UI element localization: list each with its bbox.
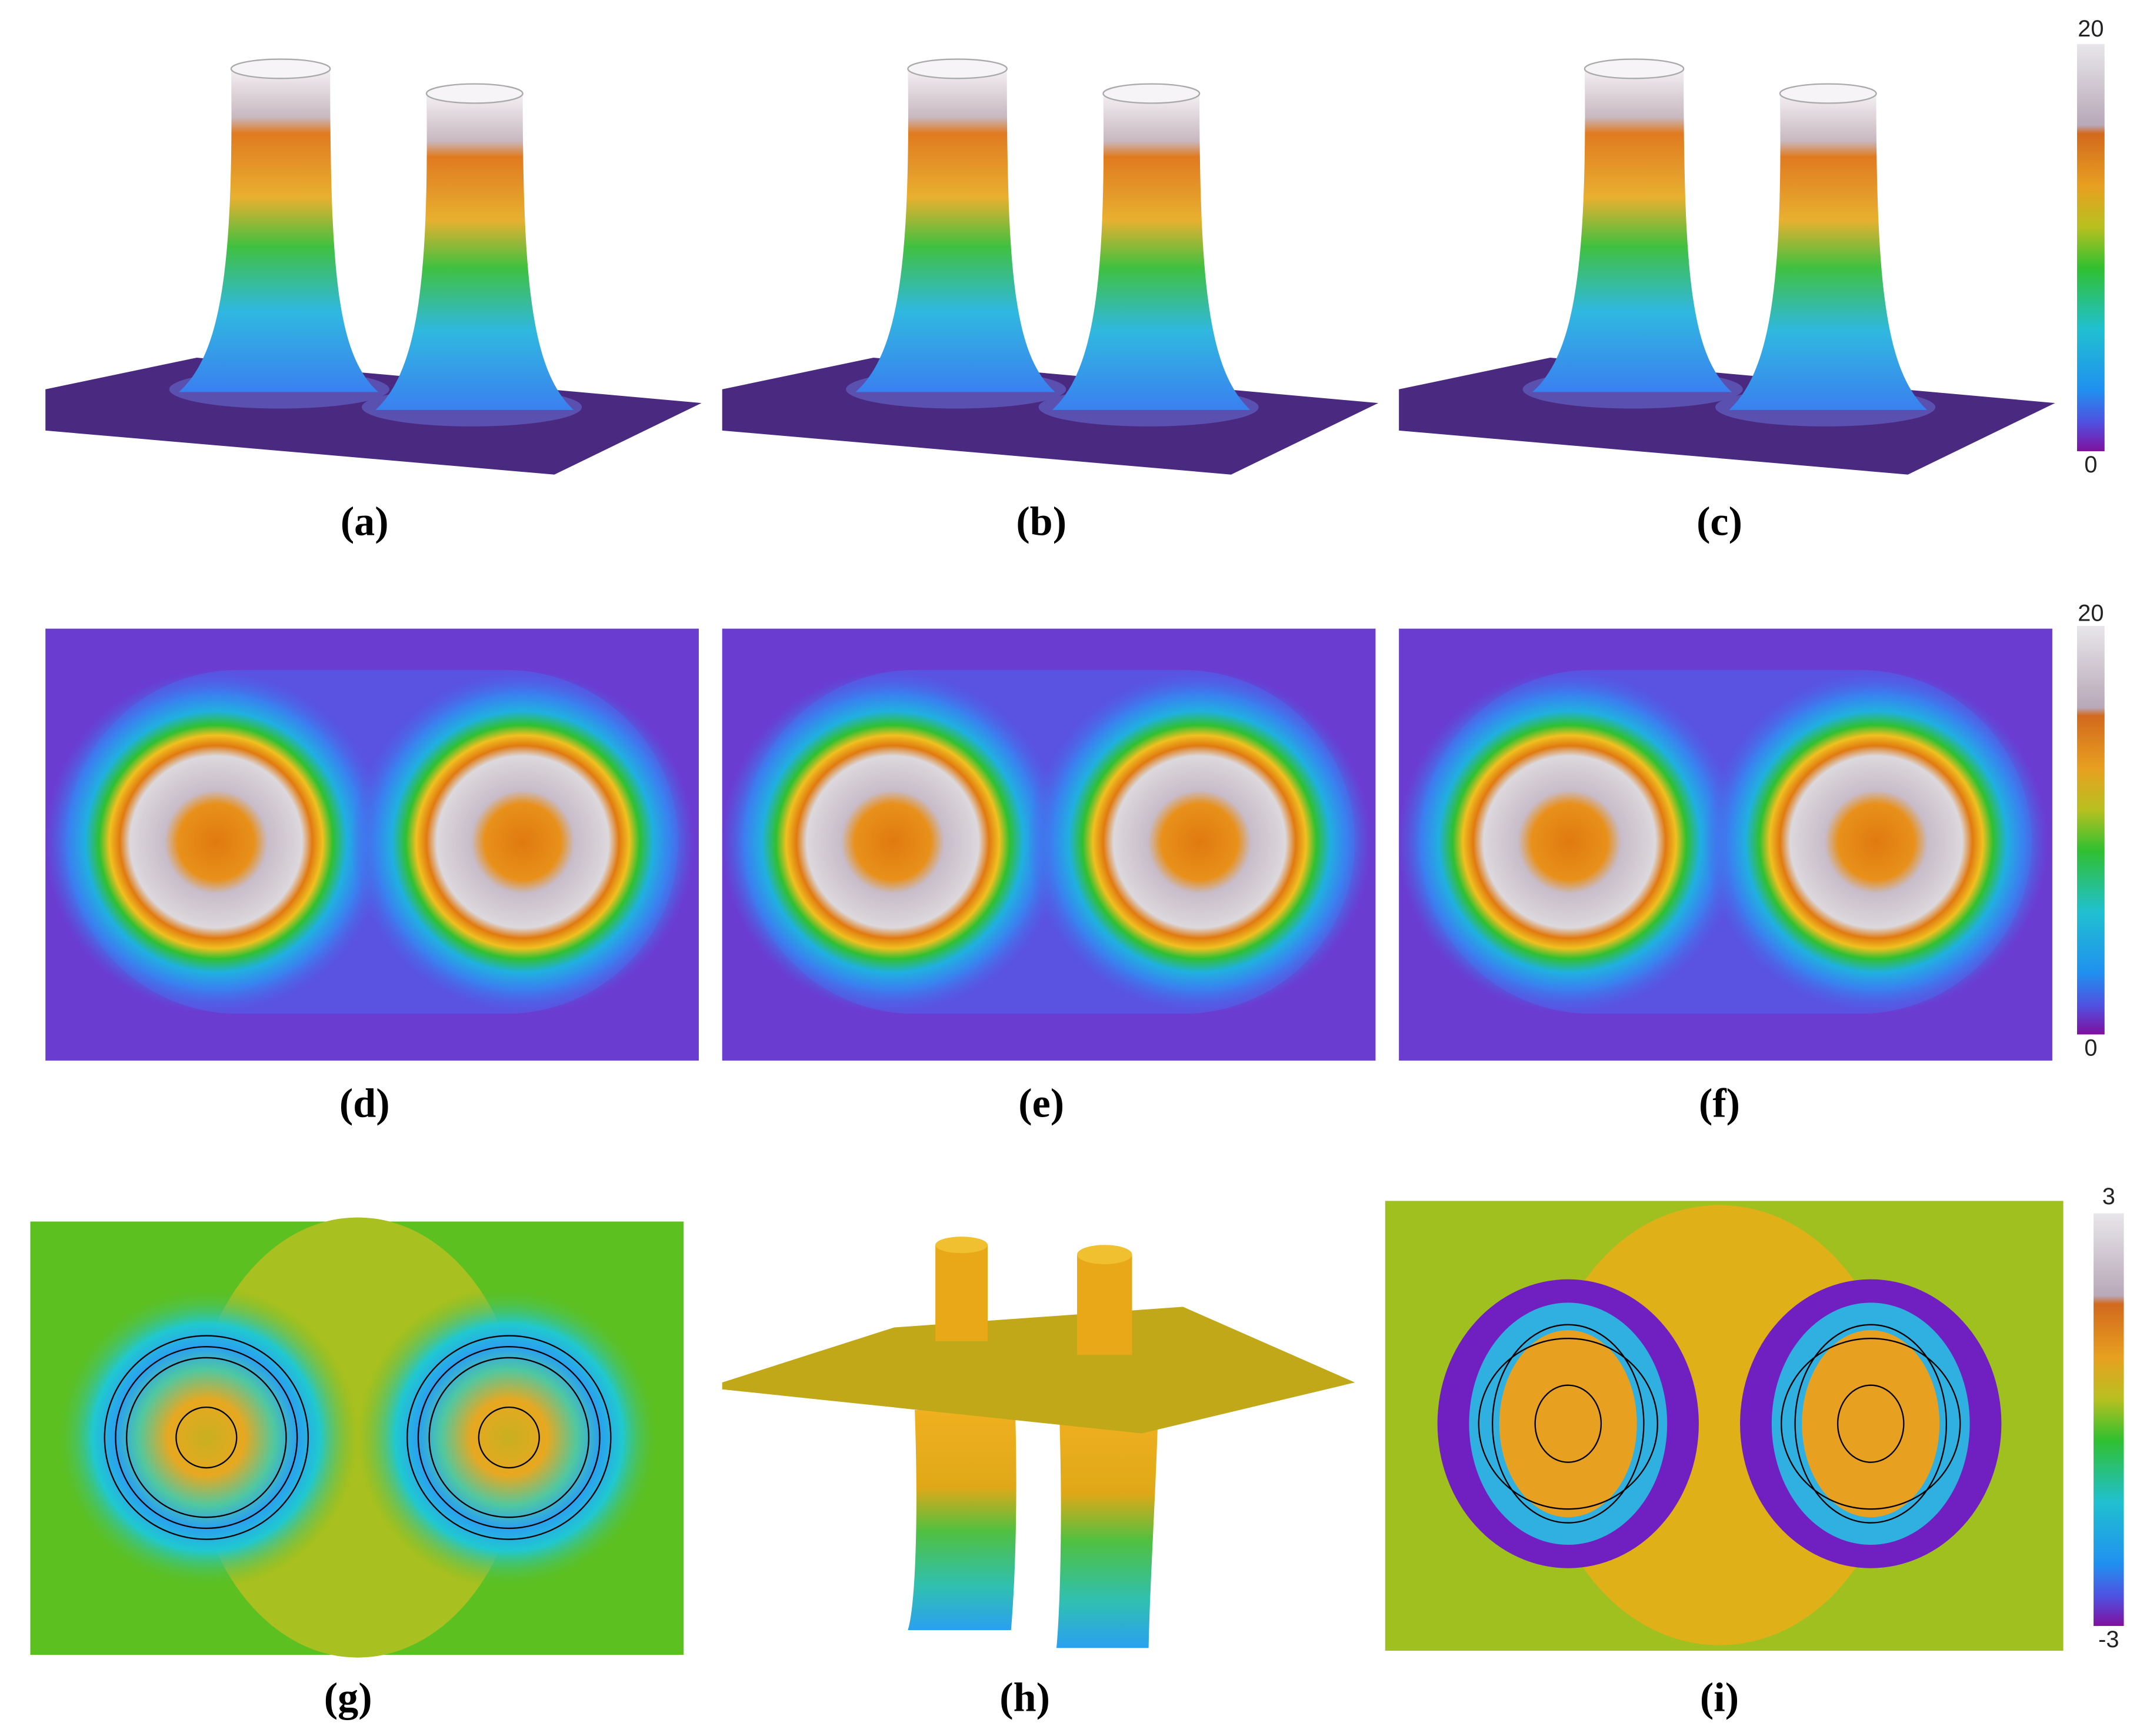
surface-panel-h [722,1237,1355,1648]
panel-label: (g) [324,1675,372,1721]
heatmap-panel [721,628,1376,1061]
surface-panel [721,58,1379,475]
panel-label: (h) [999,1675,1050,1721]
surface-panel [1398,58,2056,475]
heatmap-panel [1397,628,2052,1061]
heatmap-panel [44,628,699,1061]
tower [1077,1254,1132,1355]
panel-label: (c) [1696,498,1742,544]
diff-ring [358,1286,661,1589]
panel-label: (d) [339,1080,390,1126]
contours [1478,1324,1961,1524]
panel-label: (b) [1016,498,1066,544]
diff-panel-i [1385,1201,2064,1651]
panel-label: (f) [1699,1080,1740,1126]
colorbar [2094,1213,2124,1626]
panel-label: (a) [341,498,389,544]
surface [722,1307,1355,1434]
colorbar-min: 0 [2084,1035,2097,1061]
tower [935,1245,988,1341]
tower [908,1410,1016,1630]
surface-panel [45,58,702,475]
colorbar [2076,44,2105,451]
colorbar-max: 20 [2078,16,2104,42]
diff-ring-inner [1499,1330,1637,1518]
tower-top [935,1237,988,1254]
panel-label: (i) [1700,1675,1739,1721]
colorbar [2076,625,2105,1035]
panel-label: (e) [1018,1080,1064,1126]
colorbar-max: 3 [2102,1184,2115,1209]
colorbar-min: -3 [2098,1627,2119,1652]
tower-top [1077,1245,1132,1264]
colorbar-min: 0 [2084,452,2097,478]
contours [104,1335,612,1540]
tower [1056,1410,1158,1648]
diff-panel-g [30,1217,684,1658]
colorbar-max: 20 [2078,601,2104,627]
diff-ring [55,1286,358,1589]
diff-ring-inner [1802,1330,1940,1518]
